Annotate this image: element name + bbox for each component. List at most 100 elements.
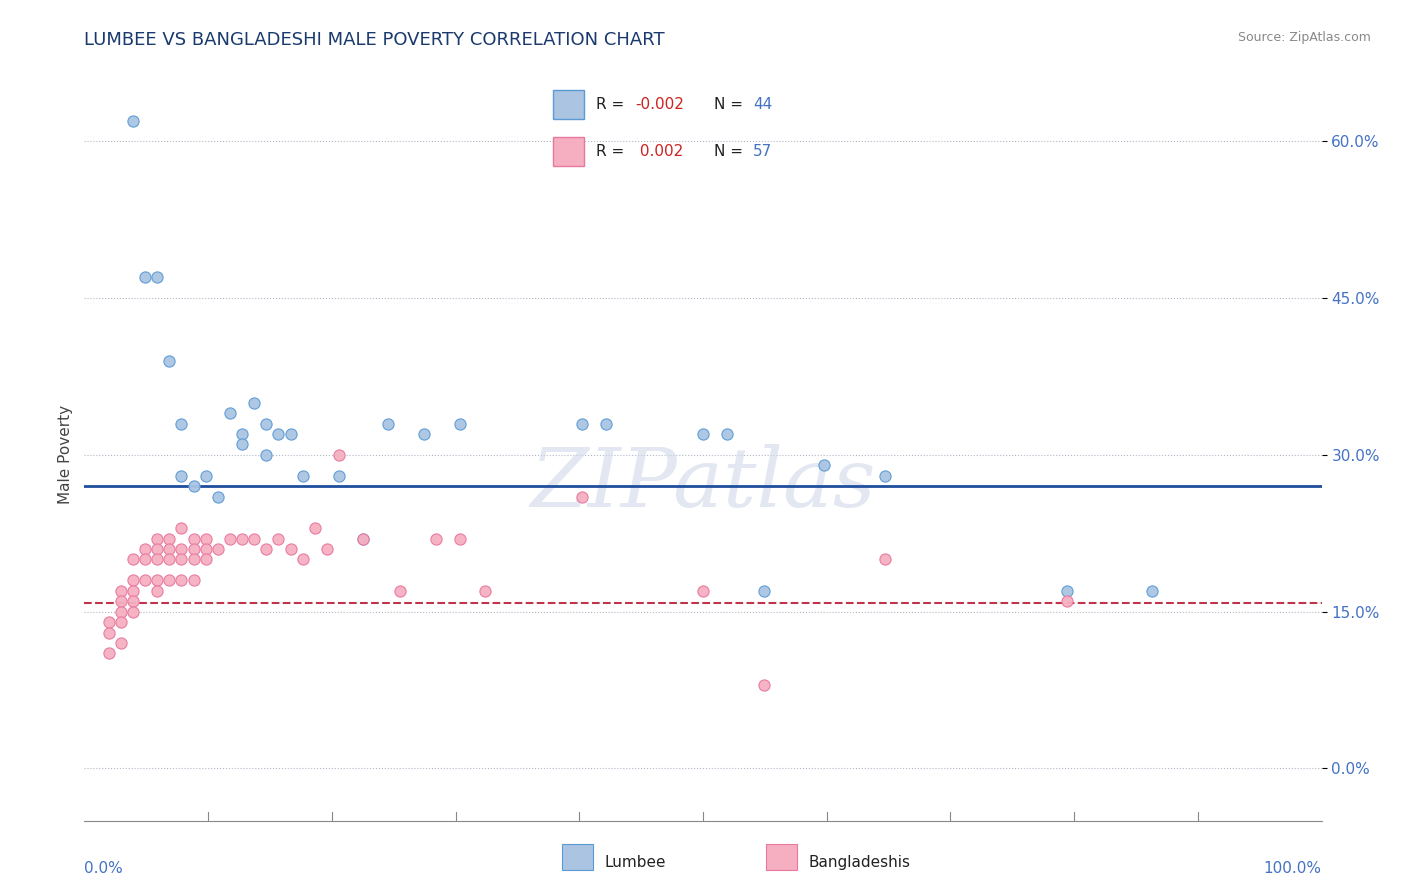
Point [752,583,775,598]
Point [267,427,290,442]
Text: R =: R = [596,145,628,160]
Point [170,417,193,431]
Point [157,574,180,588]
Point [122,583,145,598]
Text: 57: 57 [754,145,772,160]
Point [328,448,350,462]
Point [122,574,145,588]
Point [231,427,253,442]
Point [425,532,447,546]
Point [134,270,156,285]
Point [170,574,193,588]
Point [170,521,193,535]
Point [291,552,314,566]
Point [254,417,277,431]
Point [183,532,205,546]
Point [183,479,205,493]
Point [231,437,253,451]
Point [157,552,180,566]
Point [449,417,471,431]
Point [692,583,714,598]
Point [280,541,302,556]
Point [377,417,399,431]
Point [157,541,180,556]
Point [146,552,169,566]
Point [1140,583,1163,598]
Point [194,541,217,556]
Text: 0.002: 0.002 [636,145,683,160]
Point [873,552,896,566]
Point [254,448,277,462]
Point [97,647,120,661]
Text: 0.0%: 0.0% [84,861,124,876]
Point [231,532,253,546]
Point [752,678,775,692]
Point [110,636,132,650]
Text: ZIPatlas: ZIPatlas [530,444,876,524]
Y-axis label: Male Poverty: Male Poverty [58,405,73,505]
Point [219,406,242,420]
Point [716,427,738,442]
Point [291,468,314,483]
Point [692,427,714,442]
Text: Source: ZipAtlas.com: Source: ZipAtlas.com [1237,31,1371,45]
Point [194,552,217,566]
Text: LUMBEE VS BANGLADESHI MALE POVERTY CORRELATION CHART: LUMBEE VS BANGLADESHI MALE POVERTY CORRE… [84,31,665,49]
Point [183,574,205,588]
Point [413,427,436,442]
Point [170,552,193,566]
Point [110,605,132,619]
Point [352,532,374,546]
Text: 100.0%: 100.0% [1264,861,1322,876]
Point [97,615,120,629]
Point [170,541,193,556]
Point [146,270,169,285]
Text: Lumbee: Lumbee [605,855,666,870]
Point [571,490,593,504]
Point [157,532,180,546]
Point [219,532,242,546]
Point [134,541,156,556]
Point [110,615,132,629]
Text: R =: R = [596,97,628,112]
Point [267,532,290,546]
Point [328,468,350,483]
Point [1056,583,1078,598]
FancyBboxPatch shape [554,90,583,119]
Point [595,417,617,431]
Point [146,541,169,556]
Point [183,541,205,556]
Point [1056,594,1078,608]
Point [122,605,145,619]
Text: Bangladeshis: Bangladeshis [808,855,911,870]
Point [243,532,266,546]
Point [170,468,193,483]
Point [110,594,132,608]
Point [97,625,120,640]
Point [388,583,411,598]
Point [194,532,217,546]
Point [316,541,339,556]
Point [243,395,266,409]
Point [474,583,496,598]
FancyBboxPatch shape [554,137,583,166]
Point [873,468,896,483]
Point [449,532,471,546]
Point [194,468,217,483]
Point [157,354,180,368]
Point [280,427,302,442]
Text: N =: N = [714,97,748,112]
Point [352,532,374,546]
Point [122,113,145,128]
Point [122,552,145,566]
Point [813,458,835,473]
Text: 44: 44 [754,97,772,112]
Point [571,417,593,431]
Point [146,583,169,598]
Point [183,552,205,566]
Text: N =: N = [714,145,748,160]
Text: -0.002: -0.002 [636,97,683,112]
Point [146,532,169,546]
Point [304,521,326,535]
Point [146,574,169,588]
